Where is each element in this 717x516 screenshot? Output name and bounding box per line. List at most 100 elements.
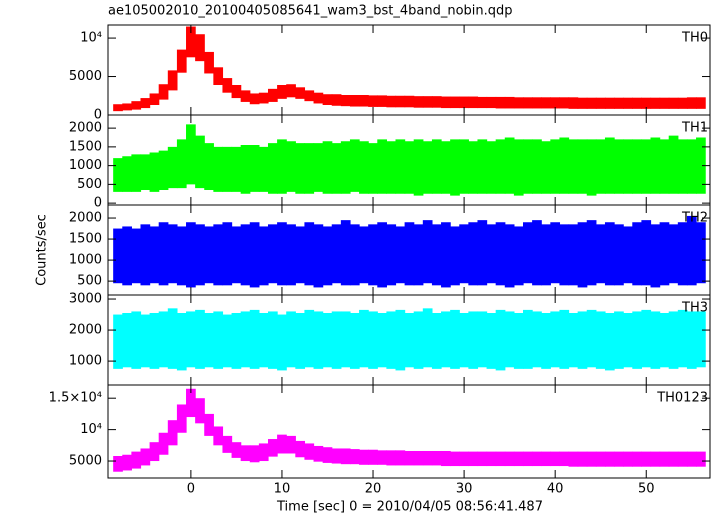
band [231,313,242,369]
panel-label: TH0 [681,31,708,46]
band [668,135,679,194]
band [650,97,661,109]
band [176,404,187,433]
band [340,220,351,286]
band [404,450,415,466]
band [459,313,469,368]
band [222,435,233,453]
band [340,448,351,465]
band [286,84,296,98]
y-tick-label: 10⁴ [80,422,102,437]
band [431,139,442,194]
band [167,308,178,369]
band [313,445,324,462]
band [513,451,524,467]
band [313,224,324,288]
band [522,309,533,369]
band [359,226,369,284]
band [614,451,624,467]
band [632,451,642,467]
band [122,226,132,286]
band [686,139,697,194]
band [331,311,342,369]
band [186,311,196,368]
band [349,139,360,192]
y-tick-label: 2000 [69,121,102,136]
band [550,97,561,109]
y-axis-label: Counts/sec [35,214,50,286]
y-tick-label: 1500 [69,139,102,154]
y-tick-label: 500 [77,177,102,192]
band [222,78,233,93]
band [632,139,642,194]
band [532,311,542,368]
band [577,451,588,467]
band [595,97,606,109]
band [349,449,360,465]
band [614,97,624,109]
band [368,224,378,286]
y-tick-label: 2000 [69,323,102,338]
band [550,311,561,368]
band [368,143,378,194]
band [286,311,296,368]
band [140,448,151,466]
y-tick-label: 3000 [69,292,102,307]
band [313,92,324,104]
band [377,313,387,368]
band [331,448,342,464]
band [586,97,597,109]
y-tick-label: 1000 [69,253,102,268]
band [504,311,515,368]
band [395,309,406,371]
band [113,104,123,112]
band [377,139,387,194]
band [541,141,551,194]
band [568,313,579,368]
band [577,139,588,194]
band [213,67,224,85]
band [486,224,497,284]
band [550,139,561,194]
band [331,143,342,194]
band [231,146,242,192]
x-tick-label: 50 [638,482,655,497]
band [122,156,132,192]
band [495,96,506,109]
band [195,224,205,286]
band [331,224,342,284]
band [313,311,324,369]
band [322,447,333,463]
band [604,222,615,286]
band [468,451,479,467]
band [222,314,233,368]
band [258,92,269,104]
band [140,154,151,190]
band [240,224,251,286]
band [122,103,132,111]
band [222,222,233,286]
band [368,311,378,369]
band [176,139,187,189]
band [441,96,451,109]
band [340,141,351,194]
band [359,309,369,368]
band [641,139,652,194]
band [668,97,679,109]
band [668,224,679,284]
band [659,451,670,467]
band [696,97,706,109]
band [559,137,570,194]
band [568,97,579,109]
band [195,398,205,424]
band [586,139,597,196]
band [277,314,287,371]
band [322,94,333,105]
band [186,222,196,288]
band [404,222,415,286]
band [468,311,479,369]
band [586,220,597,286]
band [623,451,633,467]
band [559,224,570,286]
